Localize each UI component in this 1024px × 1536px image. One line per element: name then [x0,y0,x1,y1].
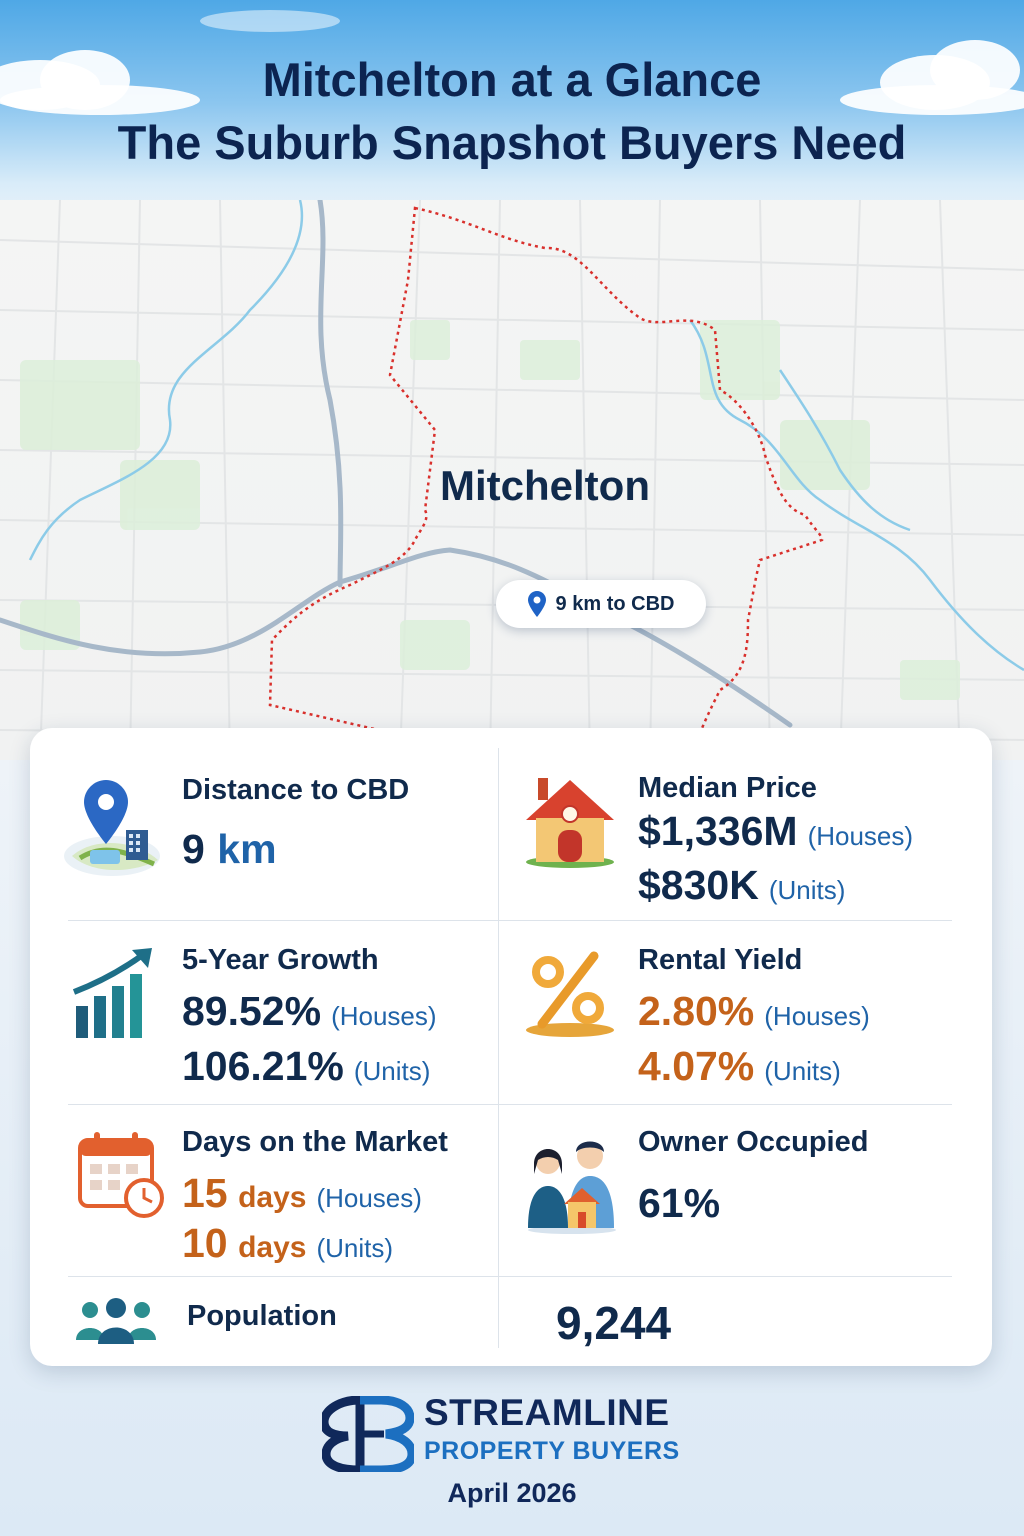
family-house-icon [528,1141,616,1234]
rental-yield-units-note: (Units) [764,1056,841,1086]
growth-houses-note: (Houses) [331,1001,437,1031]
rental-yield-units: 4.07% (Units) [638,1043,841,1090]
rental-yield-units-value: 4.07% [638,1043,755,1089]
rental-yield-houses-value: 2.80% [638,988,755,1034]
median-price-label: Median Price [638,772,817,804]
distance-number: 9 [182,826,205,872]
population-number: 9,244 [556,1297,672,1349]
people-group-icon [76,1298,156,1344]
title-line-2: The Suburb Snapshot Buyers Need [117,116,907,169]
publication-date: April 2026 [447,1478,577,1508]
stats-card: Distance to CBD 9 km Median Price $1,336… [30,728,992,1366]
distance-value: 9 km [182,826,277,873]
rental-yield-houses-note: (Houses) [764,1001,870,1031]
house-icon [526,778,614,868]
title-line-1: Mitchelton at a Glance [262,53,762,106]
days-on-market-houses: 15 days (Houses) [182,1170,422,1217]
suburb-name: Mitchelton [440,462,650,509]
owner-occupied-label: Owner Occupied [638,1126,869,1158]
suburb-map [0,200,1024,760]
days-houses-value: 15 [182,1170,228,1216]
map-pin-city-icon [64,780,160,876]
distance-unit: km [217,826,277,872]
growth-houses-value: 89.52% [182,988,322,1034]
page-title: Mitchelton at a Glance The Suburb Snapsh… [0,48,1024,174]
row-divider [68,1276,952,1277]
median-price-units: $830K (Units) [638,862,845,909]
brand-name-line-1: STREAMLINE [424,1392,670,1433]
population-label: Population [187,1300,337,1332]
suburb-boundary [268,206,824,760]
median-price-units-value: $830K [638,862,759,908]
median-price-houses: $1,336M (Houses) [638,808,913,855]
cbd-distance-marker: 9 km to CBD [496,580,706,628]
owner-occupied-value: 61% [638,1180,720,1227]
days-houses-note: (Houses) [316,1183,422,1213]
growth-chart-icon [72,948,152,1038]
days-units-unit: days [238,1231,307,1264]
growth-label: 5-Year Growth [182,944,379,976]
percent-icon [526,951,614,1037]
rental-yield-houses: 2.80% (Houses) [638,988,870,1035]
median-price-units-note: (Units) [768,875,846,905]
growth-houses: 89.52% (Houses) [182,988,437,1035]
growth-units-value: 106.21% [182,1043,344,1089]
row-divider [68,1104,952,1105]
days-on-market-units: 10 days (Units) [182,1220,393,1267]
growth-units: 106.21% (Units) [182,1043,430,1090]
days-units-value: 10 [182,1220,228,1266]
owner-occupied-number: 61% [638,1180,721,1226]
rental-yield-label: Rental Yield [638,944,803,976]
calendar-clock-icon [78,1132,164,1218]
median-price-houses-value: $1,336M [638,808,798,854]
brand-name-line-2: PROPERTY BUYERS [424,1437,680,1465]
median-price-houses-note: (Houses) [807,821,914,851]
days-units-note: (Units) [316,1233,394,1263]
cbd-marker-text: 9 km to CBD [555,592,675,615]
streamline-logo-icon [322,1396,414,1472]
map-pin-icon [527,591,546,617]
sky-header [0,0,1024,230]
population-value: 9,244 [556,1296,671,1350]
days-houses-unit: days [238,1181,307,1214]
growth-units-note: (Units) [353,1056,431,1086]
row-divider [68,920,952,921]
column-divider [498,748,499,1348]
days-on-market-label: Days on the Market [182,1126,448,1158]
distance-label: Distance to CBD [182,774,410,806]
